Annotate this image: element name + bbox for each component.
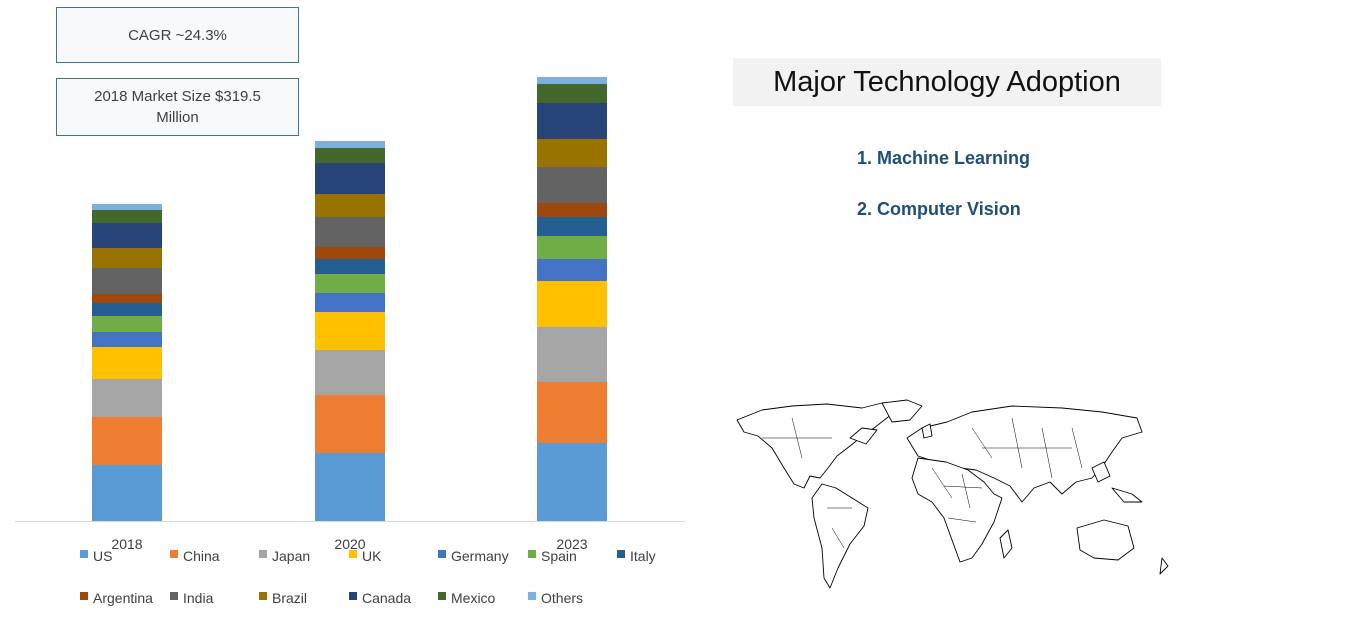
- bar-segment-spain-2018: [92, 316, 162, 332]
- legend-label-mexico: Mexico: [451, 590, 496, 606]
- bar-segment-argentina-2020: [315, 247, 385, 259]
- legend-label-us: US: [93, 548, 112, 564]
- bar-segment-japan-2023: [537, 327, 607, 382]
- bar-segment-others-2020: [315, 141, 385, 148]
- legend-swatch-spain: [528, 550, 536, 558]
- bar-segment-mexico-2023: [537, 84, 607, 103]
- bar-segment-canada-2023: [537, 103, 607, 139]
- x-tick-label: 2020: [334, 536, 365, 552]
- legend-label-others: Others: [541, 590, 583, 606]
- bar-segment-japan-2018: [92, 379, 162, 417]
- bar-segment-italy-2020: [315, 259, 385, 274]
- legend-swatch-japan: [259, 550, 267, 558]
- legend-swatch-us: [80, 550, 88, 558]
- legend-label-uk: UK: [362, 548, 382, 564]
- bar-segment-brazil-2018: [92, 248, 162, 268]
- bar-segment-mexico-2018: [92, 210, 162, 223]
- legend-label-japan: Japan: [272, 548, 310, 564]
- legend-label-germany: Germany: [451, 548, 509, 564]
- bar-segment-germany-2018: [92, 332, 162, 347]
- x-tick-label: 2023: [556, 536, 587, 552]
- market-size-annotation: 2018 Market Size $319.5 Million: [56, 78, 299, 136]
- bar-segment-spain-2020: [315, 274, 385, 293]
- legend-swatch-india: [170, 592, 178, 600]
- bar-segment-brazil-2023: [537, 139, 607, 167]
- bar-segment-brazil-2020: [315, 194, 385, 217]
- bar-segment-canada-2018: [92, 223, 162, 248]
- adoption-item-2: 2. Computer Vision: [857, 199, 1021, 219]
- legend-swatch-others: [528, 592, 536, 600]
- bar-segment-china-2023: [537, 382, 607, 443]
- bar-segment-others-2023: [537, 77, 607, 84]
- legend-swatch-italy: [617, 550, 625, 558]
- cagr-annotation: CAGR ~24.3%: [56, 7, 299, 63]
- legend-label-brazil: Brazil: [272, 590, 307, 606]
- bar-segment-others-2018: [92, 204, 162, 210]
- legend-swatch-china: [170, 550, 178, 558]
- bar-segment-germany-2020: [315, 293, 385, 312]
- legend-label-italy: Italy: [630, 548, 656, 564]
- legend-swatch-germany: [438, 550, 446, 558]
- panel-title: Major Technology Adoption: [733, 58, 1161, 106]
- bar-segment-japan-2020: [315, 350, 385, 395]
- bar-segment-us-2018: [92, 465, 162, 521]
- bar-segment-india-2023: [537, 167, 607, 203]
- bar-segment-argentina-2023: [537, 203, 607, 217]
- adoption-item-1: 1. Machine Learning: [857, 148, 1031, 168]
- stacked-bar-chart: 2018 2020 2023 US China Japan UK Germany Spain It…: [15, 77, 685, 606]
- bar-segment-us-2020: [315, 453, 385, 521]
- legend-swatch-uk: [349, 550, 357, 558]
- bar-segment-spain-2023: [537, 236, 607, 259]
- bar-segment-china-2018: [92, 417, 162, 465]
- bar-segment-uk-2023: [537, 281, 607, 327]
- legend-label-china: China: [183, 548, 220, 564]
- bar-segment-canada-2020: [315, 163, 385, 194]
- legend-label-spain: Spain: [541, 548, 577, 564]
- bar-segment-mexico-2020: [315, 148, 385, 163]
- bar-segment-china-2020: [315, 395, 385, 453]
- legend-label-argentina: Argentina: [93, 590, 153, 606]
- bar-segment-uk-2018: [92, 347, 162, 379]
- world-map-icon: [736, 399, 1169, 589]
- bar-segment-india-2020: [315, 217, 385, 247]
- bar-segment-us-2023: [537, 443, 607, 521]
- bar-segment-india-2018: [92, 268, 162, 294]
- bar-segment-italy-2018: [92, 303, 162, 316]
- x-tick-label: 2018: [111, 536, 142, 552]
- legend-swatch-mexico: [438, 592, 446, 600]
- legend-swatch-canada: [349, 592, 357, 600]
- legend-label-india: India: [183, 590, 214, 606]
- bar-segment-germany-2023: [537, 259, 607, 281]
- bar-segment-italy-2023: [537, 217, 607, 236]
- bar-segment-argentina-2018: [92, 294, 162, 303]
- bar-segment-uk-2020: [315, 312, 385, 350]
- legend-label-canada: Canada: [362, 590, 411, 606]
- legend-swatch-brazil: [259, 592, 267, 600]
- legend-swatch-argentina: [80, 592, 88, 600]
